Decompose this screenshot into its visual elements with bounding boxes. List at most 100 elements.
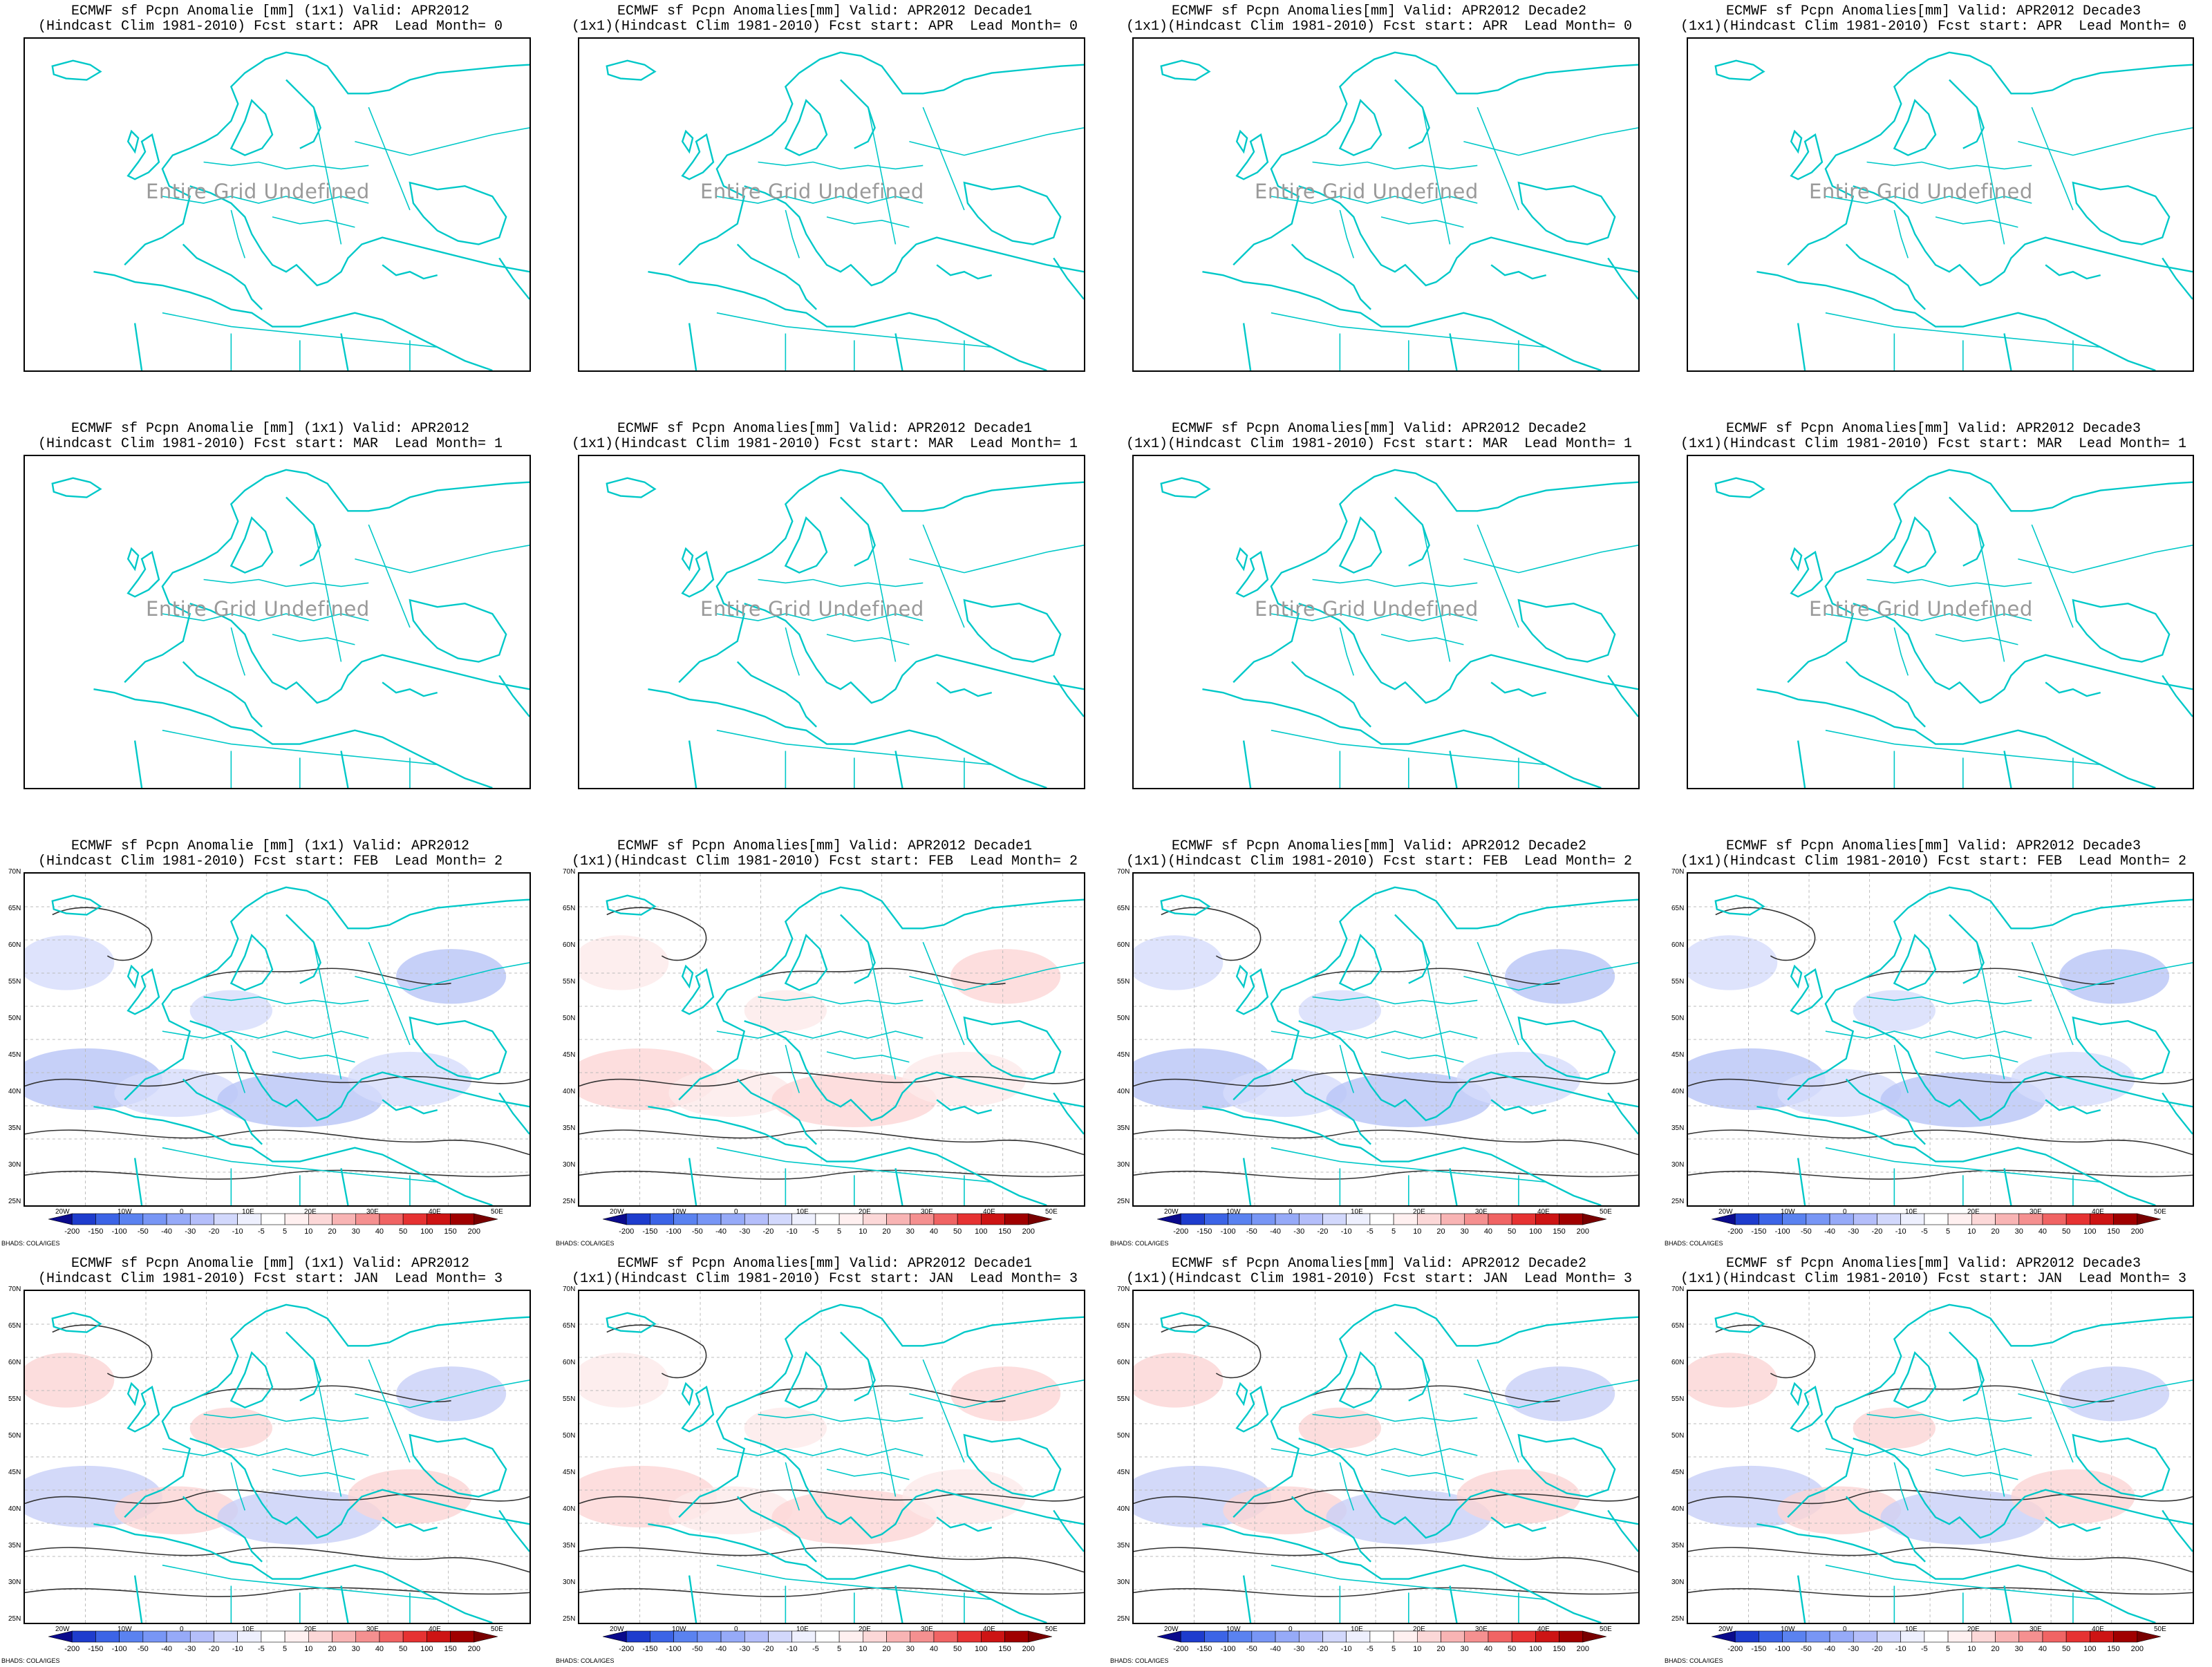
colorbar-label: -150 [88,1227,104,1236]
coastline [736,1496,817,1563]
colorbar-label: -20 [1317,1645,1329,1653]
latitude-label: 70N [1671,1285,1685,1293]
country-border [1893,1585,2074,1623]
country-border [909,1379,1084,1409]
forecast-panel: ECMWF sf Pcpn Anomalies[mm] Valid: APR20… [554,1252,1095,1667]
anomaly-shading [1326,1489,1492,1545]
country-border [1893,209,1909,258]
colorbar-label: -100 [666,1645,682,1653]
colorbar-graphic [1711,1213,2162,1225]
longitude-label: 0 [1288,1626,1293,1633]
country-border [1339,1585,1519,1623]
colorbar-label: -200 [64,1227,80,1236]
colorbar-swatch [261,1630,285,1643]
colorbar-graphic [1156,1630,1607,1643]
colorbar-swatch [720,1213,745,1225]
latitude-label: 70N [1117,868,1130,876]
latitude-label: 40N [1117,1088,1130,1095]
country-border [1271,312,1546,348]
latitude-label: 25N [563,1198,576,1205]
coastline [409,1016,507,1080]
country-border [1935,216,2018,228]
colorbar-swatch [863,1213,887,1225]
coastline [2045,1516,2101,1532]
coastline [1242,1158,1252,1205]
colorbar-swatch [71,1630,96,1643]
colorbar-label: -50 [1246,1645,1257,1653]
map-frame: Entire Grid Undefined [1687,37,2194,372]
contour-line [25,1547,529,1573]
coastline [285,79,321,149]
colorbar-label: 30 [1460,1227,1469,1236]
longitude-label: 0 [1843,1208,1847,1216]
colorbar-swatch [332,1213,357,1225]
coastline [681,129,694,154]
anomaly-shading [579,935,669,990]
forecast-panel: ECMWF sf Pcpn Anomalies[mm] Valid: APR20… [1663,1252,2204,1667]
colorbar-label: 200 [1576,1645,1589,1653]
colorbar-label: -10 [1340,1227,1352,1236]
coastline [1790,547,1803,572]
country-border [867,1359,897,1497]
anomaly-shading [189,990,273,1032]
colorbar-label: 200 [2130,1227,2144,1236]
colorbar-swatch [1782,1630,1807,1643]
colorbar-label: 200 [467,1227,480,1236]
coastline [1202,688,1602,788]
colorbar-label: 5 [1946,1227,1951,1236]
colorbar-swatch [1947,1213,1972,1225]
colorbar-swatch [1004,1630,1029,1643]
colorbar-label: -150 [1751,1645,1767,1653]
coastline [648,1106,1047,1205]
colorbar-label: -150 [1197,1645,1212,1653]
country-border [355,962,529,991]
country-border [1825,1448,2032,1456]
latitude-label: 25N [563,1615,576,1623]
contour-line [1134,1587,1638,1597]
colorbar-swatch [284,1213,309,1225]
coastline [1853,603,2193,704]
coastline [1298,603,1638,704]
colorbar-swatch [95,1630,120,1643]
coastline [1845,661,1926,728]
panel-title-line1: ECMWF sf Pcpn Anomalies[mm] Valid: APR20… [1725,1256,2141,1272]
colorbar-labels: -200 -150 -100 -50 -40 -30 -20 -10 -5 5 10 20 30 40 50… [1712,1645,2161,1655]
coastline [1790,968,1824,1015]
coastline [1949,1331,1985,1402]
country-border [1893,627,1909,676]
country-border [1477,524,1519,628]
longitude-label: 10W [672,1626,686,1633]
colorbar-swatch [2113,1213,2138,1225]
coastline [1790,1382,1803,1406]
colorbar-swatch [284,1630,309,1643]
longitude-label: 50E [1600,1626,1612,1633]
coastline [2072,599,2171,663]
colorbar-swatch [2018,1213,2043,1225]
coastline [784,1351,828,1409]
country-border [1271,613,1478,621]
forecast-panel: ECMWF sf Pcpn Anomalies[mm] Valid: APR20… [1109,1252,1649,1667]
anomaly-shading [950,1366,1061,1422]
coastline [1160,1312,1211,1333]
country-border [1935,634,2018,646]
coastline [1756,1523,2156,1623]
latitude-label: 40N [1117,1505,1130,1513]
coastline [744,1438,1084,1539]
coastline [51,1312,102,1333]
contour-line [1688,1587,2193,1597]
country-border [758,161,924,170]
latitude-label: 65N [1671,905,1685,912]
coastline [1787,1303,2193,1518]
longitude-label: 0 [734,1626,738,1633]
coastline [2003,333,2012,370]
colorbar-swatch [981,1213,1005,1225]
colorbar-graphic [602,1630,1053,1643]
country-border [1380,216,1464,228]
contour-line [579,1489,1084,1505]
country-border [162,613,369,621]
coastline [1714,1312,1765,1333]
colorbar-swatch [95,1213,120,1225]
anomaly-shading [1223,1068,1347,1118]
latitude-label: 30N [8,1161,21,1169]
anomaly-shading [771,1489,937,1545]
